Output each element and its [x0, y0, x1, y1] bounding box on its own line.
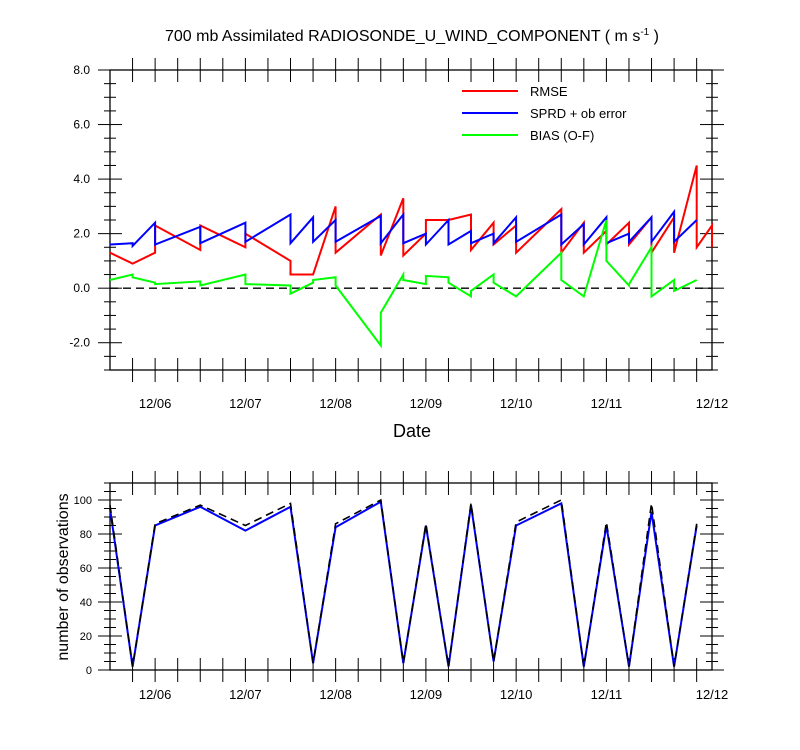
title-main: 700 mb Assimilated RADIOSONDE_U_WIND_COM…	[165, 28, 640, 45]
x-tick-label: 12/11	[591, 396, 623, 411]
x-tick-label: 12/12	[696, 687, 729, 702]
x-tick-label: 12/11	[591, 687, 623, 702]
top-ticks: 12/06 12/07 12/08 12/09 12/10 12/11 12/12 -2.0 0…	[69, 58, 728, 411]
series-line-possible	[109, 498, 698, 667]
x-tick-label: 12/09	[410, 396, 443, 411]
y-tick-label: 6.0	[73, 118, 90, 132]
bottom-series	[109, 498, 698, 667]
y-tick-label: 40	[80, 597, 92, 609]
y-tick-label: 20	[80, 631, 92, 643]
y-tick-label: 80	[80, 529, 92, 541]
x-tick-label: 12/08	[319, 687, 352, 702]
legend-label: SPRD + ob error	[530, 106, 627, 121]
x-tick-label: 12/07	[229, 396, 262, 411]
legend: RMSE SPRD + ob error BIAS (O-F)	[462, 84, 627, 143]
x-tick-label: 12/08	[319, 396, 352, 411]
series-line-rmse	[109, 165, 713, 276]
chart-title: 700 mb Assimilated RADIOSONDE_U_WIND_COM…	[165, 27, 659, 45]
x-tick-label: 12/06	[139, 396, 172, 411]
y-tick-label: 2.0	[73, 227, 90, 241]
y-tick-label: 60	[80, 563, 92, 575]
x-axis-title: Date	[393, 421, 431, 441]
legend-label: BIAS (O-F)	[530, 128, 594, 143]
x-tick-label: 12/12	[696, 396, 729, 411]
y-tick-label: 100	[74, 495, 92, 507]
x-tick-label: 12/07	[229, 687, 262, 702]
series-line-sprd-ob-error	[109, 208, 698, 249]
series-line-assimilated	[109, 500, 698, 667]
x-tick-label: 12/10	[500, 687, 533, 702]
y-tick-label: 0.0	[73, 281, 90, 295]
top-panel: 12/06 12/07 12/08 12/09 12/10 12/11 12/12 -2.0 0…	[69, 58, 728, 441]
title-end: )	[649, 28, 659, 45]
top-series	[109, 165, 713, 349]
y-tick-label: 8.0	[73, 63, 90, 77]
series-line-bias-o-f-	[109, 219, 698, 349]
y-tick-label: 0	[86, 665, 92, 677]
y-axis-title-observations: number of observations	[55, 493, 72, 660]
title-superscript: -1	[640, 27, 649, 38]
bottom-panel: 12/06 12/07 12/08 12/09 12/10 12/11 12/12 0 20 40…	[55, 471, 728, 702]
x-tick-label: 12/09	[410, 687, 443, 702]
bottom-ticks: 12/06 12/07 12/08 12/09 12/10 12/11 12/12 0 20 40…	[74, 471, 729, 702]
y-tick-label: 4.0	[73, 172, 90, 186]
y-tick-label: -2.0	[69, 336, 90, 350]
legend-label: RMSE	[530, 84, 568, 99]
x-tick-label: 12/06	[139, 687, 172, 702]
bottom-plot-frame	[109, 482, 713, 671]
x-tick-label: 12/10	[500, 396, 533, 411]
